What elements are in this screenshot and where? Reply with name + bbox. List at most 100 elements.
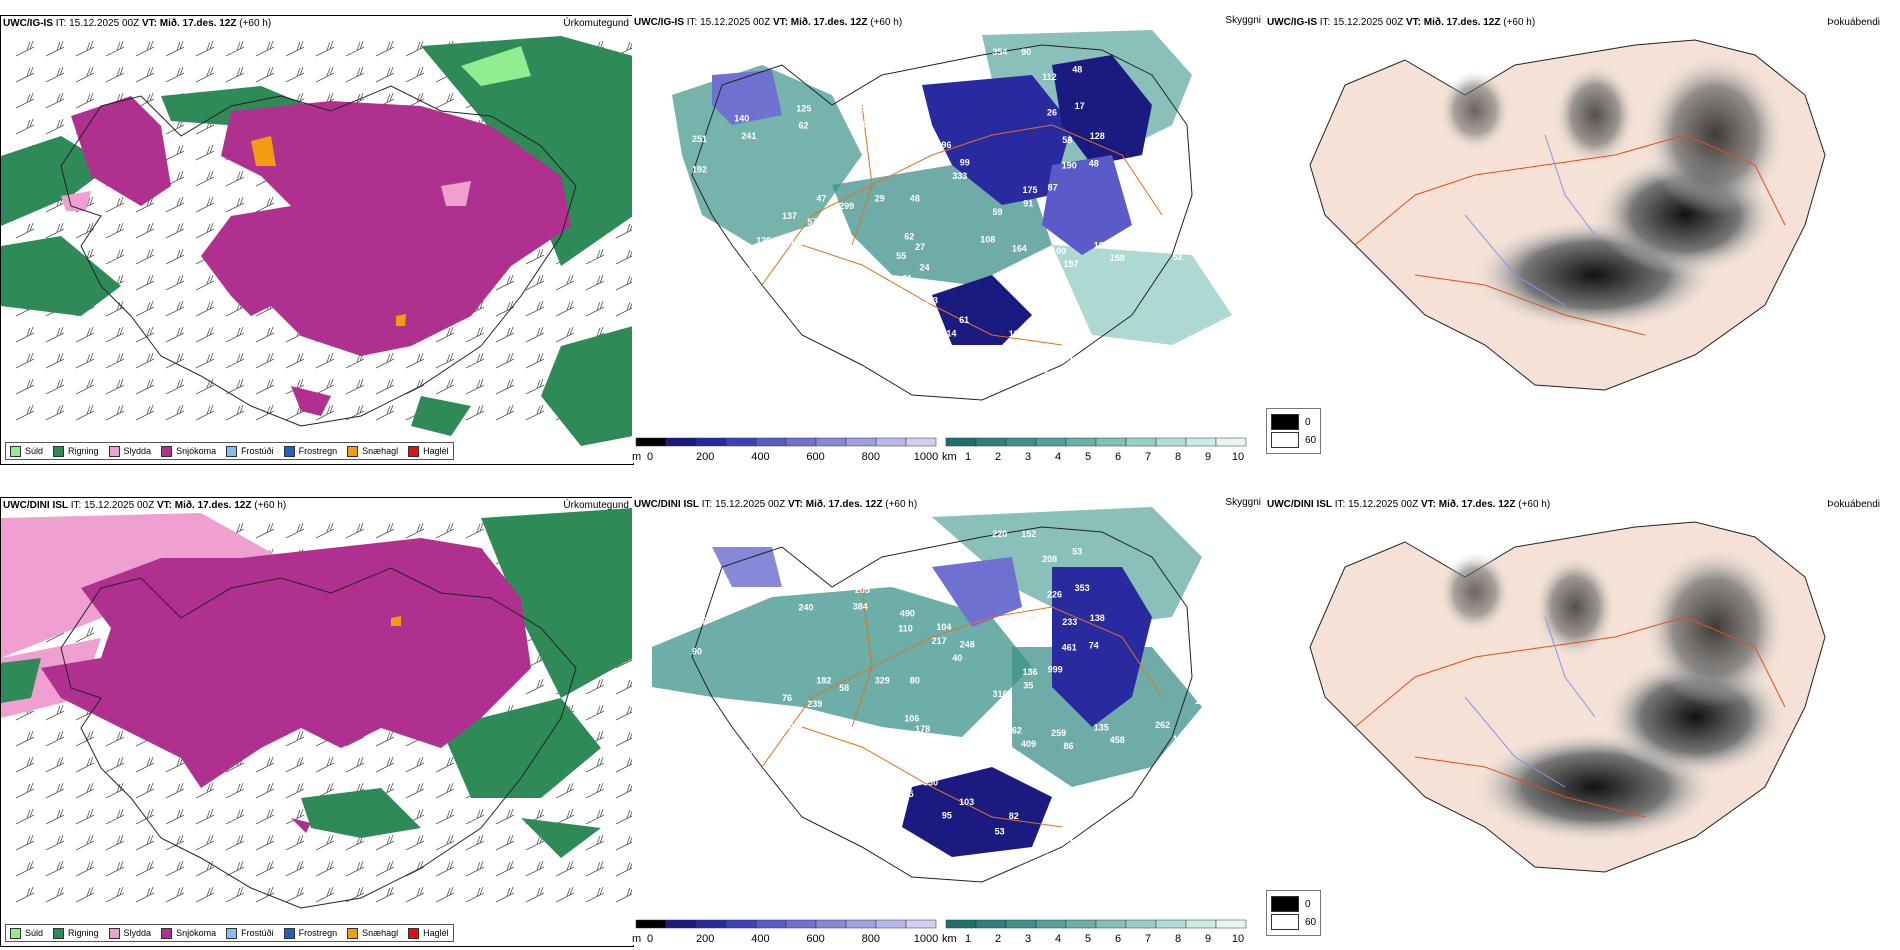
visibility-value: 114 <box>942 328 957 338</box>
legend-item: Snjókoma <box>161 927 216 939</box>
colorbar-tick: 1000 <box>914 933 938 945</box>
colorbar-m: m 0 200 400 600 800 1000 <box>632 437 938 463</box>
wind-barb <box>465 808 485 825</box>
wind-barb <box>135 756 155 773</box>
wind-barb <box>45 352 65 369</box>
visibility-value: 100 <box>1051 246 1066 256</box>
wind-barb <box>555 274 575 291</box>
legend-swatch <box>347 927 359 939</box>
wind-barb <box>15 92 35 109</box>
visibility-value: 53 <box>995 827 1005 837</box>
colorbar-tick: 10 <box>1232 451 1244 463</box>
visibility-value: 48 <box>1021 257 1031 267</box>
wind-barb <box>495 808 515 825</box>
wind-barb <box>135 222 155 239</box>
visibility-value: 205 <box>855 585 870 595</box>
coastline <box>60 567 577 909</box>
legend-swatch <box>108 927 120 939</box>
wind-barb <box>105 248 125 265</box>
colorbar-tick: 0 <box>647 451 653 463</box>
wind-barb <box>285 860 305 877</box>
wind-barb <box>375 378 395 395</box>
wind-barb <box>285 782 305 799</box>
wind-barb <box>75 808 95 825</box>
visibility-value: 59 <box>993 207 1003 217</box>
visibility-value: 220 <box>992 529 1007 539</box>
colorbar-segment <box>845 437 877 447</box>
legend-label: Súld <box>25 446 44 456</box>
wind-barb <box>135 248 155 265</box>
visibility-value: 240 <box>799 603 814 613</box>
wind-barb <box>255 860 275 877</box>
colorbar-tick: 3 <box>1025 933 1031 945</box>
wind-barb <box>75 782 95 799</box>
colorbar-tick: 7 <box>1145 933 1151 945</box>
visibility-value: 196 <box>936 140 951 150</box>
visibility-value: 999 <box>1048 665 1063 675</box>
wind-barb <box>255 66 275 83</box>
wind-barb <box>165 144 185 161</box>
wind-barb <box>225 66 245 83</box>
visibility-value: 140 <box>734 113 749 123</box>
visibility-value: 53 <box>1072 546 1082 556</box>
wind-barb <box>135 886 155 903</box>
wind-barb <box>135 326 155 343</box>
visibility-value: 175 <box>1023 185 1038 195</box>
colorbar-tick: 3 <box>1025 451 1031 463</box>
wind-barb <box>75 378 95 395</box>
wind-barb <box>105 886 125 903</box>
colorbar-segment <box>665 919 697 929</box>
wind-barb <box>615 808 633 825</box>
colorbar-segment <box>725 437 757 447</box>
wind-barb <box>135 860 155 877</box>
fog-legend-label: 0 <box>1305 898 1311 910</box>
param-label-precip: Úrkomutegund <box>563 500 629 511</box>
visibility-value: 62 <box>1012 726 1022 736</box>
wind-barb <box>345 66 365 83</box>
wind-barb <box>195 886 215 903</box>
legend-label: Frostregn <box>298 928 338 938</box>
colorbar-segment <box>845 919 877 929</box>
visibility-value: 86 <box>756 718 766 728</box>
wind-barb <box>345 756 365 773</box>
wind-barb <box>405 522 425 539</box>
colorbar-tick: 5 <box>1085 933 1091 945</box>
param-label-cloud: Skyggni <box>1225 497 1261 508</box>
wind-barb <box>375 40 395 57</box>
wind-barb <box>195 66 215 83</box>
legend-item: Frostúði <box>226 927 274 939</box>
visibility-value: 112 <box>1042 72 1057 82</box>
wind-barb <box>495 352 515 369</box>
wind-barb <box>15 404 35 421</box>
wind-barb <box>285 756 305 773</box>
wind-barb <box>15 730 35 747</box>
wind-barb <box>75 860 95 877</box>
wind-barb <box>195 834 215 851</box>
colorbar-tick: 6 <box>1115 451 1121 463</box>
colorbar-segment <box>1095 437 1127 447</box>
visibility-value: 108 <box>980 234 995 244</box>
legend-label: Snæhagl <box>362 446 399 456</box>
wind-barb <box>435 522 455 539</box>
wind-barb <box>15 40 35 57</box>
legend-label: Snæhagl <box>362 928 399 938</box>
fog-legend-label: 60 <box>1305 434 1317 446</box>
visibility-labels: 316 106 248 409 182 74 55 205 192 55 53 44 80 35 50 104… <box>692 529 1227 862</box>
legend-label: Slydda <box>123 446 152 456</box>
visibility-value: 409 <box>1021 739 1036 749</box>
colorbar-segment <box>815 919 847 929</box>
visibility-value: 62 <box>904 231 914 241</box>
visibility-value: 55 <box>712 262 722 272</box>
wind-barb <box>75 326 95 343</box>
visibility-value: 58 <box>839 683 849 693</box>
legend-swatch <box>408 927 420 939</box>
visibility-value: 129 <box>756 236 771 246</box>
wind-barb <box>585 756 605 773</box>
fog-legend-swatch <box>1271 914 1299 930</box>
legend-label: Rigning <box>68 446 99 456</box>
colorbar-segment <box>905 437 937 447</box>
visibility-value: 360 <box>1212 153 1227 163</box>
wind-barb <box>75 66 95 83</box>
fog-legend: 0 60 <box>1266 890 1322 936</box>
fog-legend-swatch <box>1271 432 1299 448</box>
